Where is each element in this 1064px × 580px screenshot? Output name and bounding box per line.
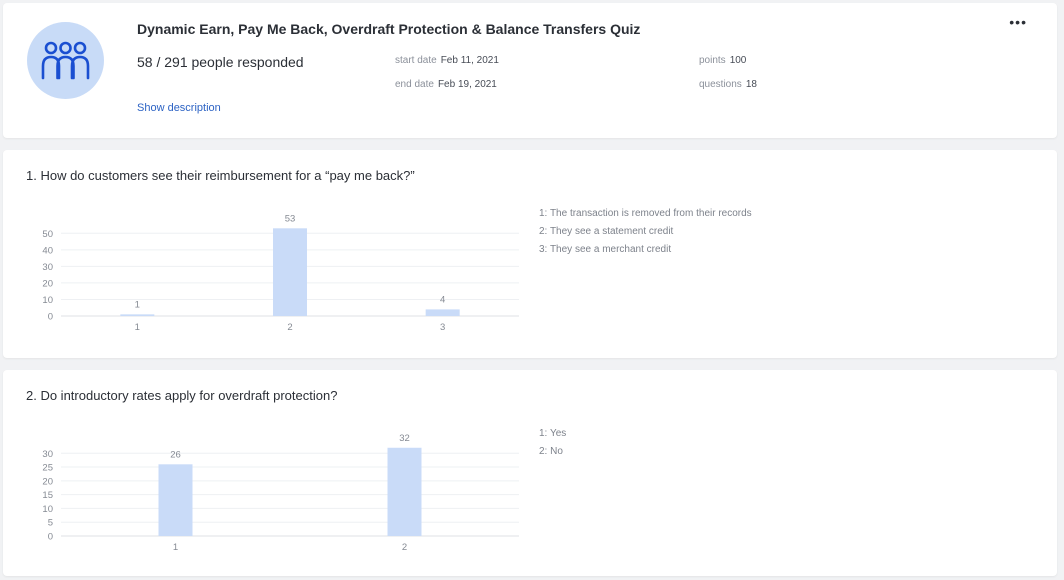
y-tick-label: 40 xyxy=(42,245,53,256)
points: points 100 xyxy=(699,55,746,66)
legend-item: 1: Yes xyxy=(539,428,567,439)
bar xyxy=(387,447,422,536)
legend-item: 1: The transaction is removed from their… xyxy=(539,208,752,219)
quiz-header-card: Dynamic Earn, Pay Me Back, Overdraft Pro… xyxy=(3,3,1057,138)
x-tick-label: 2 xyxy=(287,322,292,333)
show-description-link[interactable]: Show description xyxy=(137,102,221,114)
y-tick-label: 25 xyxy=(42,463,53,474)
start-date-value: Feb 11, 2021 xyxy=(440,55,499,66)
quiz-avatar xyxy=(27,22,104,99)
questions-value: 18 xyxy=(745,79,757,90)
y-tick-label: 15 xyxy=(42,490,53,501)
y-tick-label: 10 xyxy=(42,295,53,306)
bar xyxy=(425,309,460,316)
bar-value-label: 1 xyxy=(135,299,140,310)
x-tick-label: 3 xyxy=(440,322,445,333)
bar-value-label: 53 xyxy=(285,213,296,224)
y-tick-label: 50 xyxy=(42,229,53,240)
end-date: end date Feb 19, 2021 xyxy=(395,79,497,90)
bar-value-label: 32 xyxy=(399,433,410,444)
quiz-title: Dynamic Earn, Pay Me Back, Overdraft Pro… xyxy=(137,21,641,37)
y-tick-label: 10 xyxy=(42,504,53,515)
x-tick-label: 1 xyxy=(173,542,178,553)
more-options-icon[interactable]: ••• xyxy=(1009,14,1027,30)
bar xyxy=(158,464,193,536)
bar-value-label: 4 xyxy=(440,294,445,305)
bar-value-label: 26 xyxy=(170,449,181,460)
legend-item: 2: No xyxy=(539,446,563,457)
start-date: start date Feb 11, 2021 xyxy=(395,55,499,66)
y-tick-label: 20 xyxy=(42,476,53,487)
question-card-2: 2. Do introductory rates apply for overd… xyxy=(3,370,1057,576)
y-tick-label: 20 xyxy=(42,278,53,289)
question-title: 1. How do customers see their reimbursem… xyxy=(26,168,415,183)
y-tick-label: 5 xyxy=(48,518,53,529)
legend-item: 2: They see a statement credit xyxy=(539,226,674,237)
questions-count: questions 18 xyxy=(699,79,757,90)
start-date-label: start date xyxy=(395,55,437,66)
y-tick-label: 30 xyxy=(42,449,53,460)
y-tick-label: 0 xyxy=(48,532,53,543)
bar xyxy=(273,228,307,316)
x-tick-label: 2 xyxy=(402,542,407,553)
questions-label: questions xyxy=(699,79,742,90)
question-1-bar-chart: 0 10 20 30 40 50 1 1 53 2 4 3 xyxy=(42,213,519,333)
x-tick-label: 1 xyxy=(135,322,140,333)
points-value: 100 xyxy=(729,55,747,66)
answer-legend: 1: The transaction is removed from their… xyxy=(539,205,752,259)
question-title: 2. Do introductory rates apply for overd… xyxy=(26,388,338,403)
question-card-1: 1. How do customers see their reimbursem… xyxy=(3,150,1057,358)
y-tick-label: 0 xyxy=(48,312,53,323)
response-count: 58 / 291 people responded xyxy=(137,54,304,70)
y-tick-label: 30 xyxy=(42,262,53,273)
end-date-value: Feb 19, 2021 xyxy=(437,79,497,90)
people-group-icon xyxy=(41,41,90,80)
question-2-bar-chart: 0 5 10 15 20 25 30 26 1 32 2 xyxy=(42,433,519,553)
points-label: points xyxy=(699,55,726,66)
end-date-label: end date xyxy=(395,79,434,90)
answer-legend: 1: Yes 2: No xyxy=(539,425,566,461)
legend-item: 3: They see a merchant credit xyxy=(539,244,672,255)
bar xyxy=(120,314,155,316)
